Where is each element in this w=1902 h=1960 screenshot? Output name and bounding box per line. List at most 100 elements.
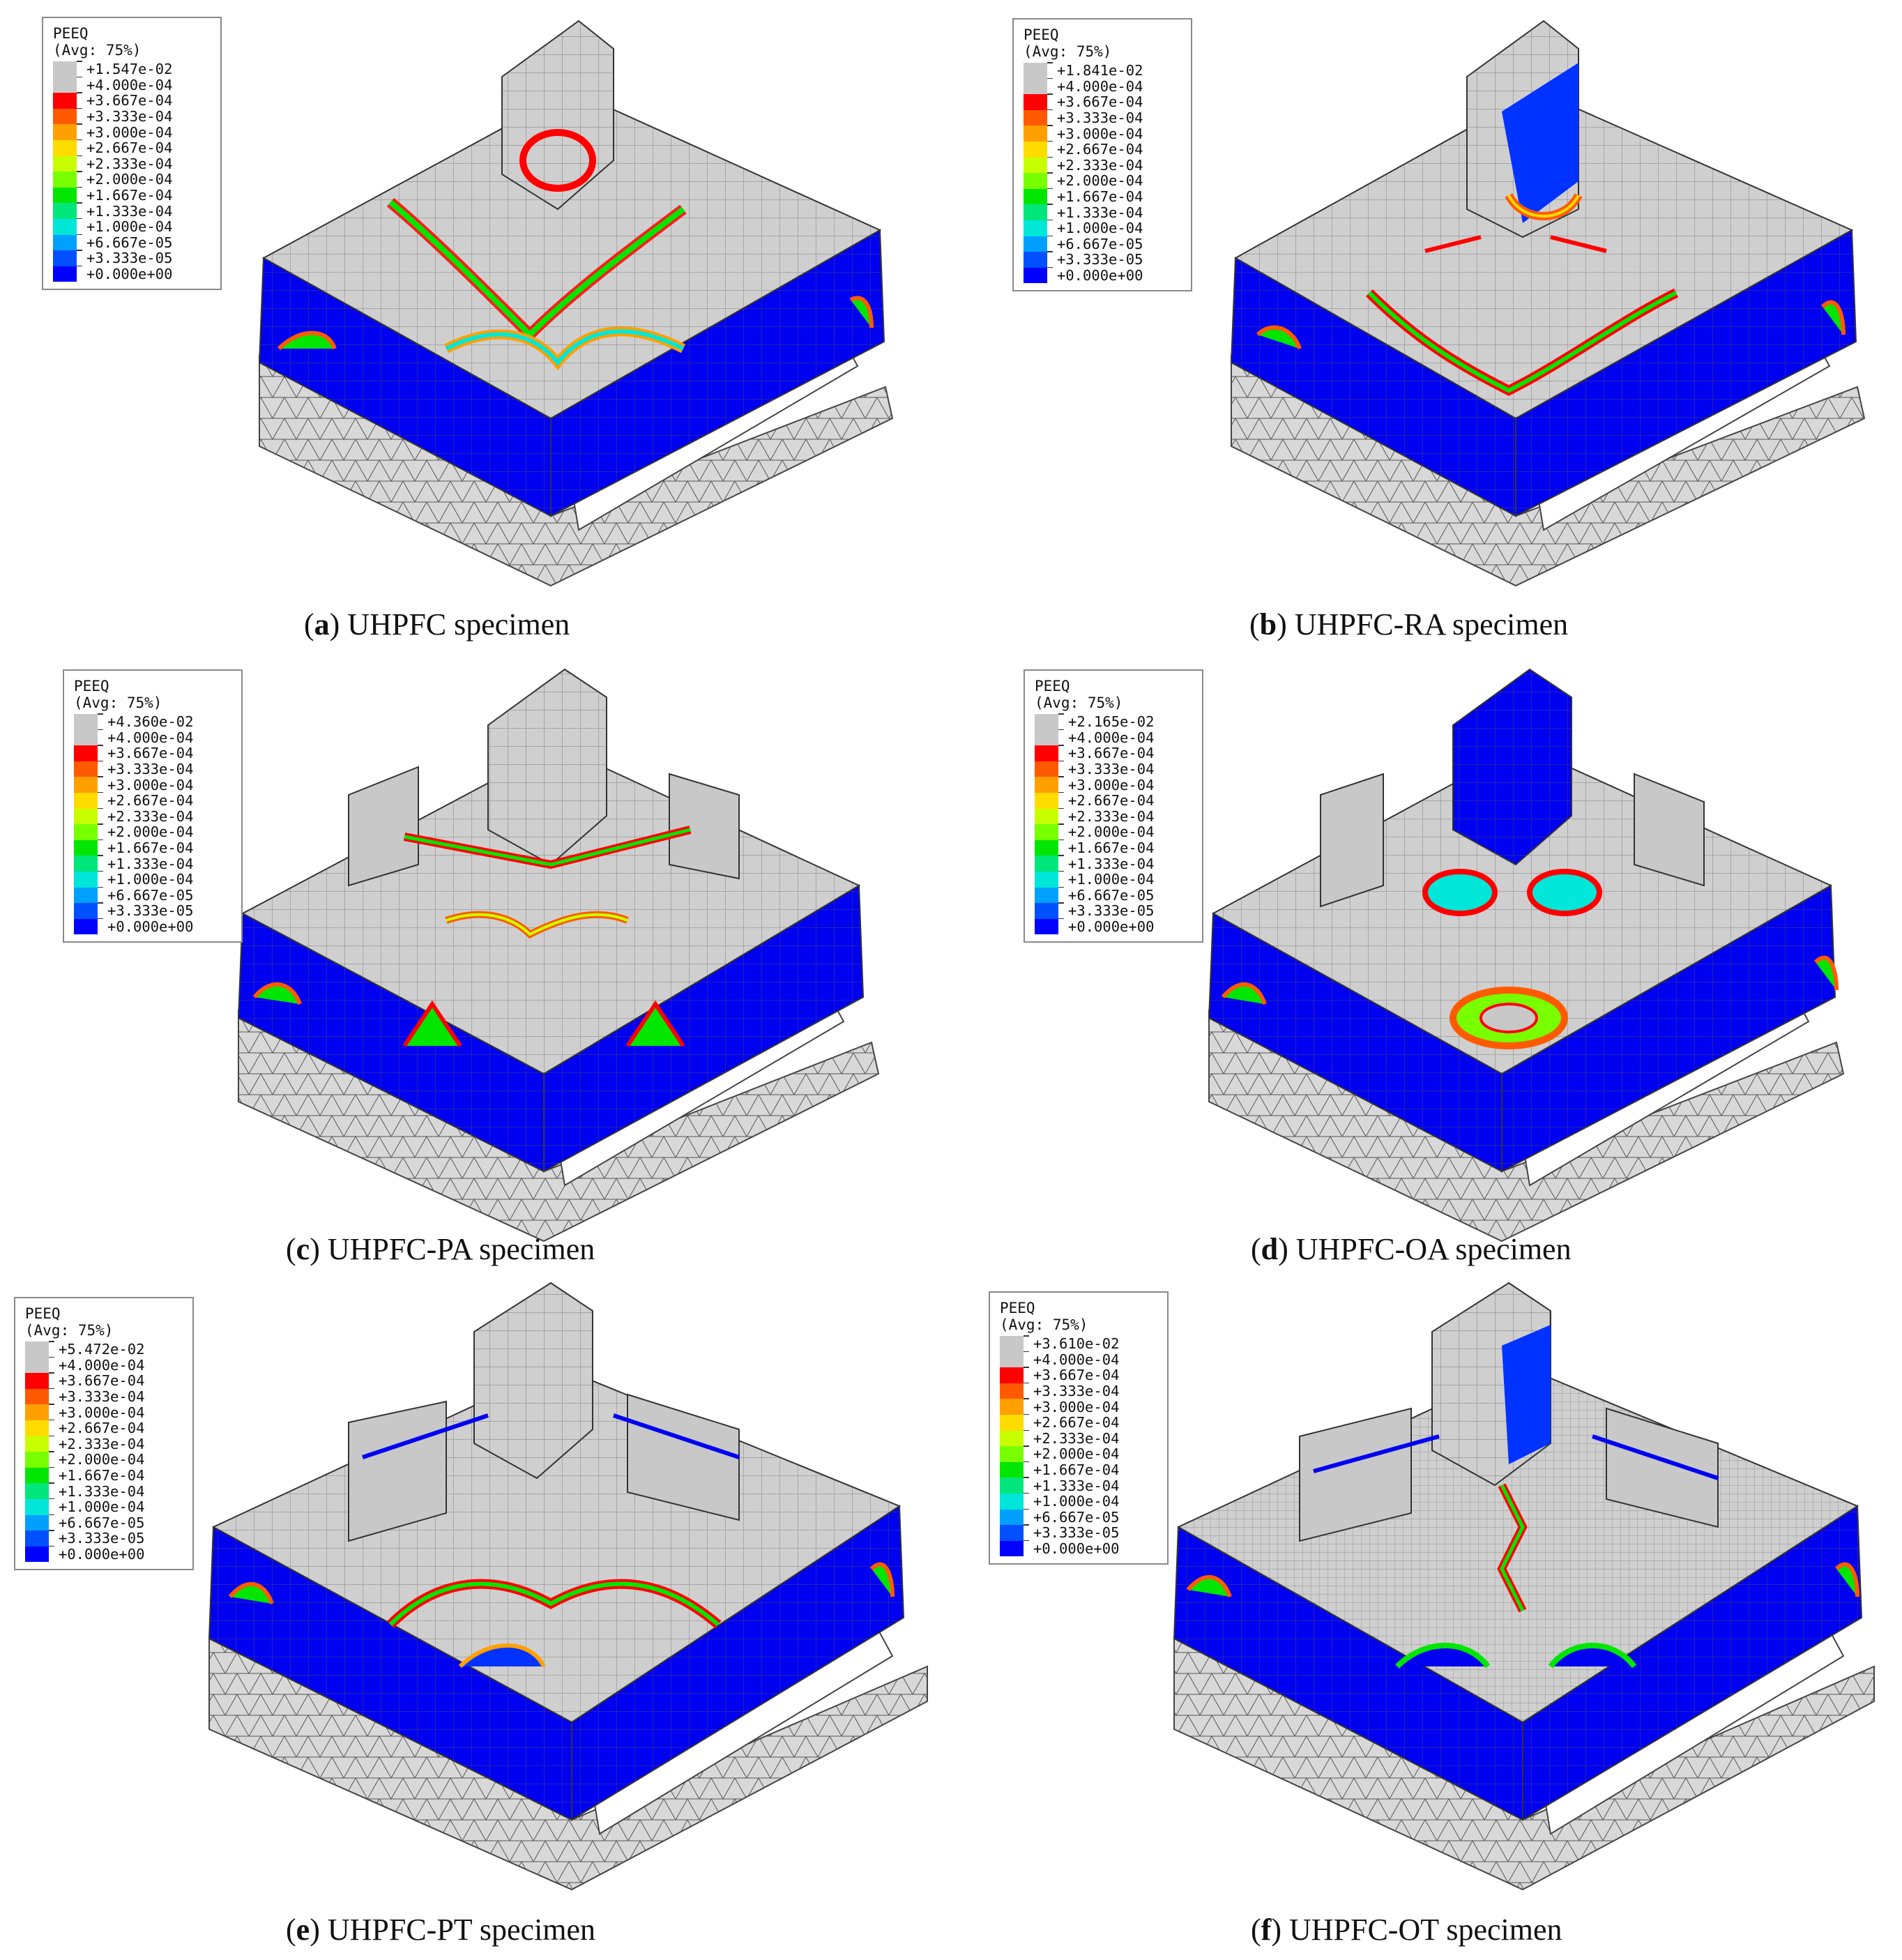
legend-rows: +3.610e-02 +4.000e-04 +3.667e-04 +3.333e-0… [1000, 1335, 1160, 1557]
legend-swatch [1035, 760, 1064, 777]
legend-row: +1.000e-04 [1024, 219, 1184, 237]
legend-swatch [53, 202, 82, 219]
legend-swatch [74, 745, 103, 761]
legend-row: +1.000e-04 [1035, 870, 1195, 888]
legend-subtitle: (Avg: 75%) [1035, 694, 1123, 711]
panel-d: PEEQ (Avg: 75%) +2.165e-02 +4.000e-04 +3.… [951, 655, 1902, 1283]
legend-row: +1.333e-04 [1024, 204, 1184, 221]
legend-value: +2.000e-04 [1057, 172, 1143, 190]
legend-row: +0.000e+00 [74, 918, 234, 936]
panel-c: PEEQ (Avg: 75%) +4.360e-02 +4.000e-04 +3.… [0, 655, 951, 1283]
legend-swatch [53, 107, 82, 125]
legend-value: +0.000e+00 [107, 918, 194, 936]
fe-model-b [1230, 20, 1866, 587]
legend-swatch [1024, 77, 1053, 95]
legend-row-max: +1.841e-02 [1024, 62, 1184, 79]
legend-swatch [74, 760, 103, 777]
legend-value: +1.667e-04 [86, 187, 173, 204]
legend-row: +2.333e-04 [25, 1435, 185, 1452]
legend-swatch [1024, 204, 1053, 220]
legend-swatch [1035, 776, 1064, 793]
legend-row: +3.000e-04 [25, 1404, 185, 1421]
legend-swatch [74, 839, 103, 856]
legend-value: +3.667e-04 [86, 92, 173, 109]
fe-model-c [237, 668, 880, 1243]
panel-f: PEEQ (Avg: 75%) +3.610e-02 +4.000e-04 +3.… [951, 1276, 1902, 1947]
legend-swatch [1024, 93, 1053, 110]
legend-row-max: +3.610e-02 [1000, 1335, 1160, 1352]
legend-row: +1.333e-04 [1035, 855, 1195, 872]
legend-value: +3.333e-05 [1057, 251, 1143, 268]
legend-rows: +2.165e-02 +4.000e-04 +3.667e-04 +3.333e-0… [1035, 713, 1195, 935]
legend-row: +3.667e-04 [1024, 93, 1184, 110]
legend-swatch [1000, 1367, 1029, 1383]
legend-value: +1.667e-04 [1033, 1461, 1120, 1479]
legend-swatch [25, 1466, 54, 1484]
legend-row: +2.667e-04 [1035, 791, 1195, 809]
legend-swatch [1000, 1477, 1029, 1494]
legend-swatch [74, 902, 103, 919]
legend-title: PEEQ [1000, 1300, 1035, 1316]
legend-swatch [25, 1388, 54, 1405]
legend-row: +1.000e-04 [74, 870, 234, 888]
legend-row: +0.000e+00 [25, 1545, 185, 1563]
legend-value: +2.000e-04 [59, 1451, 145, 1468]
legend-swatch [53, 186, 82, 204]
legend-swatch [1000, 1351, 1029, 1368]
legend-row: +3.000e-04 [1000, 1398, 1160, 1415]
legend-row: +4.000e-04 [74, 729, 234, 746]
legend-swatch [25, 1498, 54, 1515]
legend-row: +6.667e-05 [1024, 235, 1184, 252]
legend-row: +3.667e-04 [1000, 1367, 1160, 1383]
legend-row: +2.000e-04 [25, 1451, 185, 1468]
legend-value: +1.667e-04 [107, 840, 194, 857]
legend-row: +3.333e-04 [74, 760, 234, 777]
legend-value: +6.667e-05 [86, 234, 173, 251]
legend-row: +4.000e-04 [1035, 729, 1195, 746]
legend-value: +1.333e-04 [86, 202, 173, 220]
legend-row: +2.667e-04 [74, 791, 234, 809]
legend-value: +0.000e+00 [86, 266, 173, 283]
legend-value: +2.333e-04 [59, 1435, 145, 1452]
legend-value: +1.000e-04 [1057, 220, 1143, 237]
legend-swatch [1035, 791, 1064, 809]
legend-value: +6.667e-05 [107, 886, 194, 904]
legend-row: +0.000e+00 [53, 265, 213, 283]
legend-value: +2.667e-04 [1033, 1414, 1120, 1431]
legend-row: +1.000e-04 [25, 1498, 185, 1515]
caption-text: ) UHPFC specimen [329, 607, 570, 641]
caption-text: ) UHPFC-PT specimen [310, 1913, 596, 1947]
legend-value: +3.667e-04 [1068, 745, 1155, 762]
legend-value: +6.667e-05 [1057, 235, 1143, 252]
caption-a: (a) UHPFC specimen [304, 607, 570, 641]
legend-row-max: +5.472e-02 [25, 1341, 185, 1358]
legend-swatch [74, 823, 103, 840]
panel-b: PEEQ (Avg: 75%) +1.841e-02 +4.000e-04 +3.… [951, 0, 1902, 641]
legend-value: +4.000e-04 [59, 1356, 145, 1374]
legend-swatch [25, 1419, 54, 1436]
legend-swatch [1035, 918, 1064, 935]
legend-value: +3.000e-04 [107, 776, 194, 793]
legend-value: +3.333e-04 [1068, 761, 1155, 778]
fe-model-e [208, 1282, 928, 1891]
legend-value: +2.333e-04 [86, 155, 173, 172]
legend-value: +1.000e-04 [107, 871, 194, 888]
legend-value: +6.667e-05 [1068, 886, 1155, 904]
legend-swatch [1035, 870, 1064, 888]
legend-row: +4.000e-04 [53, 76, 213, 93]
legend-value: +3.000e-04 [1068, 776, 1155, 793]
legend-value: +6.667e-05 [59, 1514, 145, 1531]
legend-value: +4.000e-04 [86, 76, 173, 93]
legend-row: +2.667e-04 [53, 139, 213, 156]
legend-value: +0.000e+00 [1057, 267, 1143, 284]
legend-row: +2.333e-04 [1000, 1429, 1160, 1447]
legend-row-max: +1.547e-02 [53, 61, 213, 77]
legend-swatch [1024, 266, 1053, 284]
legend-row: +4.000e-04 [1024, 77, 1184, 95]
legend-swatch [1024, 109, 1053, 126]
caption-text: ) UHPFC-PA specimen [310, 1232, 595, 1266]
legend-f: PEEQ (Avg: 75%) +3.610e-02 +4.000e-04 +3.… [989, 1291, 1169, 1565]
legend-swatch [25, 1545, 54, 1563]
legend-d: PEEQ (Avg: 75%) +2.165e-02 +4.000e-04 +3.… [1024, 669, 1203, 943]
fe-model-d [1208, 668, 1845, 1243]
